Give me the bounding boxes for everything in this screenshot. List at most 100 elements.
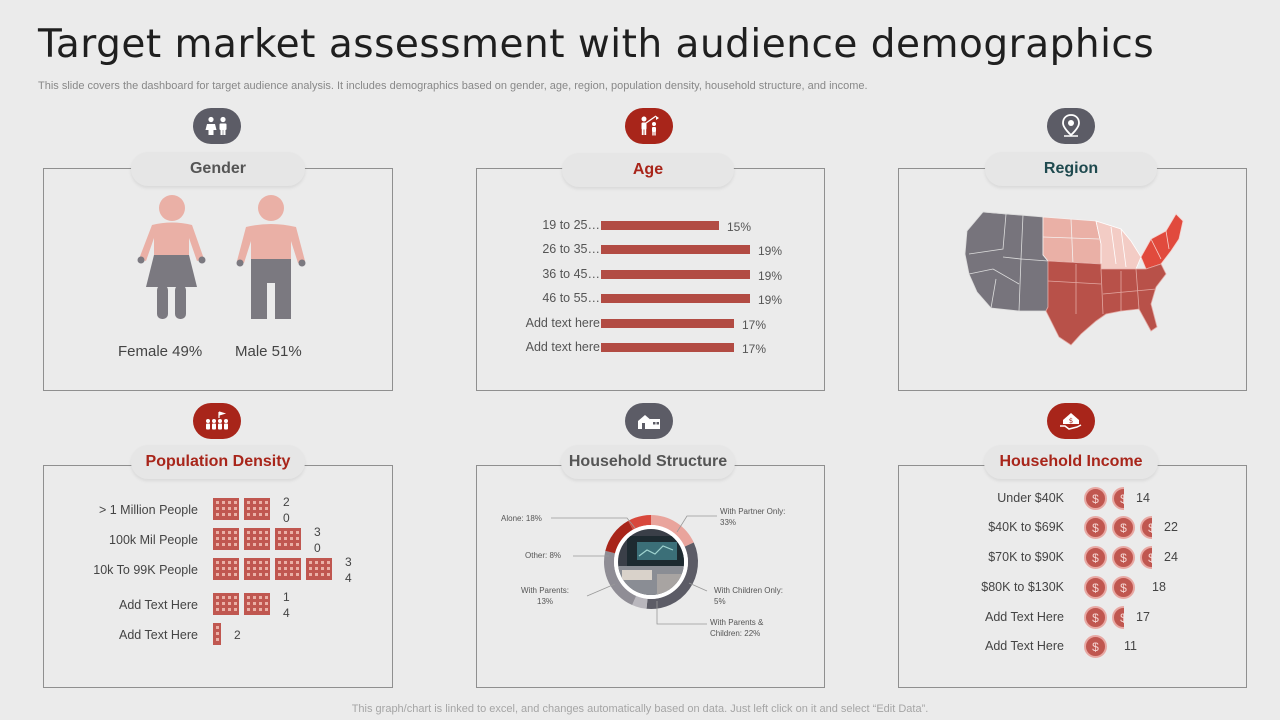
age-bar	[601, 294, 750, 303]
age-row: 46 to 55… 19%	[477, 289, 825, 309]
building-icon	[213, 528, 239, 550]
income-label: Add Text Here	[985, 639, 1064, 653]
page-title: Target market assessment with audience d…	[38, 22, 1155, 67]
building-icon	[275, 528, 301, 550]
household-title: Household Structure	[561, 445, 735, 479]
label-partner: With Partner Only: 33%	[720, 507, 786, 527]
income-value: 18	[1152, 580, 1166, 594]
dollar-coin-icon: $	[1084, 546, 1107, 569]
age-bar	[601, 245, 750, 254]
household-panel: Alone: 18% With Partner Only: 33% Other: …	[476, 465, 825, 688]
density-value: 14	[283, 590, 290, 620]
age-value: 17%	[742, 318, 767, 332]
building-icon	[213, 623, 221, 645]
age-panel: 19 to 25… 15% 26 to 35… 19% 36 to 45… 19% 46 t…	[476, 168, 825, 391]
age-row: 19 to 25… 15%	[477, 216, 825, 236]
label-parents-children: With Parents & Children: 22%	[710, 618, 764, 638]
building-icon	[213, 593, 239, 615]
dollar-coin-icon: $	[1112, 516, 1135, 539]
dollar-coin-icon: $	[1084, 635, 1107, 658]
income-label: Under $40K	[997, 491, 1064, 505]
density-value: 34	[345, 555, 352, 585]
label-alone: Alone: 18%	[501, 514, 542, 523]
dollar-coin-icon: $	[1112, 546, 1135, 569]
donut-segment	[651, 515, 694, 547]
density-title: Population Density	[131, 445, 305, 479]
donut-segment	[605, 520, 634, 554]
density-label: Add Text Here	[119, 628, 198, 642]
age-label: 36 to 45…	[542, 267, 600, 281]
age-row: Add text here 17%	[477, 314, 825, 334]
income-value: 22	[1164, 520, 1178, 534]
age-row: Add text here 17%	[477, 338, 825, 358]
location-pin-icon	[1047, 108, 1095, 144]
region-panel	[898, 168, 1247, 391]
donut-segment	[604, 550, 637, 606]
footer-note: This graph/chart is linked to excel, and…	[351, 703, 929, 715]
dollar-coin-icon: $	[1112, 606, 1124, 629]
page-subtitle: This slide covers the dashboard for targ…	[38, 80, 868, 92]
age-bar	[601, 221, 719, 230]
dollar-coin-icon: $	[1084, 516, 1107, 539]
family-icon	[625, 108, 673, 144]
age-value: 15%	[727, 220, 752, 234]
age-label: Add text here	[525, 340, 600, 354]
male-figure	[236, 195, 306, 319]
label-children: With Children Only: 5%	[714, 586, 783, 606]
house-icon	[625, 403, 673, 439]
female-figure	[137, 195, 206, 319]
density-value: 2	[234, 628, 241, 642]
dollar-coin-icon: $	[1140, 546, 1152, 569]
building-icon	[244, 558, 270, 580]
building-icon	[213, 558, 239, 580]
house-dollar-icon: $	[1047, 403, 1095, 439]
female-label: Female 49%	[118, 343, 203, 360]
age-value: 19%	[758, 244, 783, 258]
crowd-icon	[193, 403, 241, 439]
age-value: 19%	[758, 269, 783, 283]
income-label: Add Text Here	[985, 610, 1064, 624]
donut-photo	[618, 529, 684, 595]
dollar-coin-icon: $	[1084, 606, 1107, 629]
svg-text:$: $	[1069, 417, 1073, 425]
density-label: 100k Mil People	[109, 533, 198, 547]
density-label: Add Text Here	[119, 598, 198, 612]
people-icon	[193, 108, 241, 144]
donut-segment	[646, 542, 698, 609]
age-row: 26 to 35… 19%	[477, 240, 825, 260]
income-label: $80K to $130K	[981, 580, 1064, 594]
age-row: 36 to 45… 19%	[477, 265, 825, 285]
age-value: 17%	[742, 342, 767, 356]
label-other: Other: 8%	[525, 551, 562, 560]
building-icon	[244, 498, 270, 520]
income-value: 17	[1136, 610, 1150, 624]
age-bar	[601, 319, 734, 328]
dollar-coin-icon: $	[1140, 516, 1152, 539]
gender-title: Gender	[131, 152, 305, 186]
male-label: Male 51%	[235, 343, 302, 360]
us-map	[964, 211, 1184, 346]
density-value: 20	[283, 495, 290, 525]
income-value: 11	[1124, 639, 1137, 653]
density-label: 10k To 99K People	[93, 563, 198, 577]
age-bar	[601, 270, 750, 279]
household-donut	[551, 515, 717, 625]
age-value: 19%	[758, 293, 783, 307]
label-parents: With Parents: 13%	[521, 586, 570, 606]
density-value: 30	[314, 525, 321, 555]
building-icon	[275, 558, 301, 580]
age-label: 46 to 55…	[542, 291, 600, 305]
density-panel: > 1 Million People 20 100k Mil People 30 10k…	[43, 465, 393, 688]
density-label: > 1 Million People	[98, 503, 198, 517]
income-title: Household Income	[984, 445, 1158, 479]
dollar-coin-icon: $	[1084, 487, 1107, 510]
dollar-coin-icon: $	[1112, 487, 1124, 510]
income-label: $40K to $69K	[988, 520, 1064, 534]
building-icon	[244, 528, 270, 550]
age-label: 19 to 25…	[542, 218, 600, 232]
gender-panel: Female 49% Male 51%	[43, 168, 393, 391]
building-icon	[306, 558, 332, 580]
income-value: 24	[1164, 550, 1178, 564]
region-title: Region	[985, 152, 1157, 186]
age-label: 26 to 35…	[542, 242, 600, 256]
